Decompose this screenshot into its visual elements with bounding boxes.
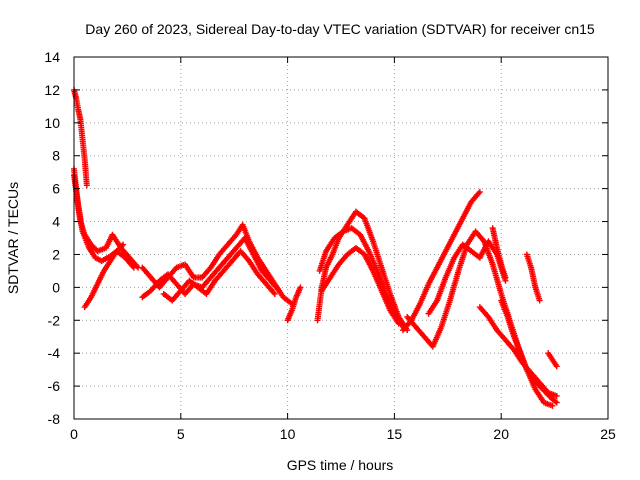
- data-point-marker: [276, 287, 283, 294]
- x-tick-label: 20: [493, 426, 509, 442]
- series-arc-17: [523, 251, 543, 304]
- x-axis-label: GPS time / hours: [287, 457, 394, 473]
- y-tick-label: 2: [52, 246, 60, 262]
- y-tick-label: -2: [48, 312, 61, 328]
- series-arc-4: [81, 241, 127, 311]
- series-arc-19: [489, 225, 509, 281]
- data-point-marker: [553, 392, 560, 399]
- y-tick-label: 8: [52, 148, 60, 164]
- y-tick-label: 0: [52, 279, 60, 295]
- data-point-marker: [536, 297, 543, 304]
- data-point-marker: [83, 182, 90, 189]
- series-arc-13: [404, 228, 556, 409]
- plot-frame: [73, 56, 609, 420]
- y-tick-label: 12: [44, 82, 60, 98]
- data-point-marker: [553, 363, 560, 370]
- data-series: [71, 86, 560, 409]
- y-axis-label: SDTVAR / TECUs: [5, 182, 21, 294]
- data-point-marker: [395, 320, 402, 327]
- chart-title: Day 260 of 2023, Sidereal Day-to-day VTE…: [85, 21, 595, 37]
- x-tick-label: 5: [177, 426, 185, 442]
- y-tick-label: 4: [52, 214, 60, 230]
- series-arc-8: [284, 284, 304, 324]
- data-point-marker: [271, 290, 278, 297]
- axis-ticks: 0 5 10 15 20 25 -8 -6 -4 -2 0 2 4 6 8 10 12 14: [44, 49, 616, 442]
- data-point-marker: [502, 274, 509, 281]
- series-arc-7: [160, 248, 278, 304]
- x-tick-label: 25: [600, 426, 616, 442]
- data-point-marker: [297, 284, 304, 291]
- x-tick-label: 10: [280, 426, 296, 442]
- series-arc-16: [498, 297, 560, 406]
- y-tick-label: -6: [48, 378, 61, 394]
- series-arc-18: [545, 350, 560, 370]
- grid-lines: [74, 57, 608, 419]
- y-tick-label: 10: [44, 115, 60, 131]
- y-tick-label: -4: [48, 345, 61, 361]
- data-point-marker: [553, 399, 560, 406]
- y-tick-label: 14: [44, 49, 60, 65]
- x-tick-label: 15: [387, 426, 403, 442]
- y-tick-label: 6: [52, 181, 60, 197]
- series-arc-11: [318, 244, 402, 327]
- data-point-marker: [549, 402, 556, 409]
- series-arc-6: [139, 235, 283, 301]
- data-point-marker: [130, 264, 137, 271]
- data-point-marker: [476, 188, 483, 195]
- y-tick-label: -8: [48, 411, 61, 427]
- x-tick-label: 0: [70, 426, 78, 442]
- data-point-marker: [120, 241, 127, 248]
